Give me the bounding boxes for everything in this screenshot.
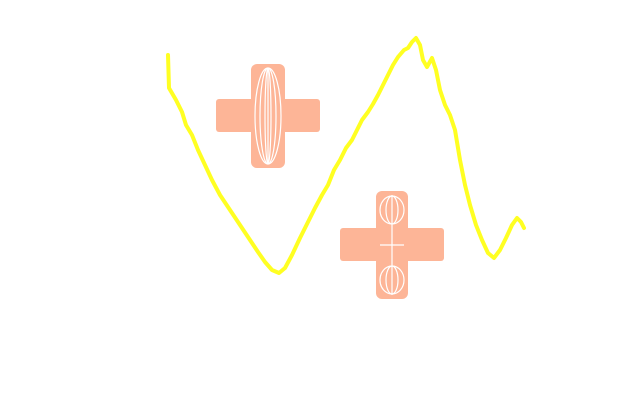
cross-lower: [340, 191, 444, 299]
yellow-line: [166, 36, 526, 275]
cross-pattern: [254, 67, 282, 165]
cross-pattern: [379, 195, 405, 295]
cross-upper: [216, 64, 320, 168]
